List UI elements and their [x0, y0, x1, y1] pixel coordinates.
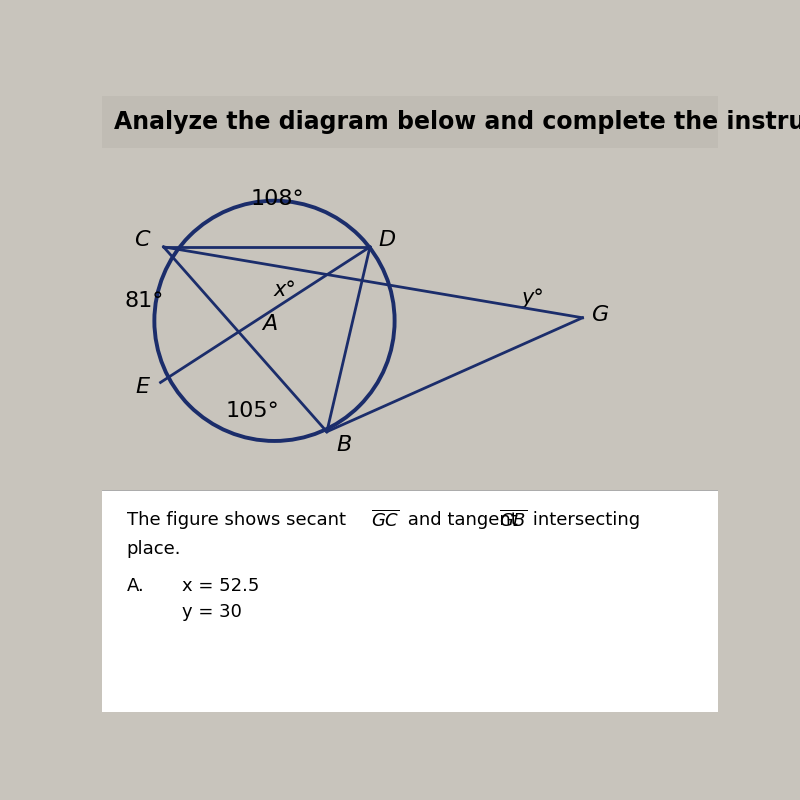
Text: intersecting: intersecting — [527, 511, 640, 529]
Text: 105°: 105° — [226, 402, 280, 422]
Text: y = 30: y = 30 — [182, 603, 242, 622]
Text: E: E — [135, 378, 149, 398]
Text: x°: x° — [274, 280, 296, 300]
Text: C: C — [134, 230, 150, 250]
Text: The figure shows secant: The figure shows secant — [126, 511, 351, 529]
Text: 108°: 108° — [250, 190, 304, 210]
Bar — [102, 96, 718, 148]
Text: Analyze the diagram below and complete the instruc: Analyze the diagram below and complete t… — [114, 110, 800, 134]
Text: and tangent: and tangent — [402, 511, 523, 529]
Text: 81°: 81° — [124, 290, 163, 310]
Text: A.: A. — [126, 577, 144, 594]
Text: place.: place. — [126, 540, 181, 558]
Text: $\overline{GC}$: $\overline{GC}$ — [370, 510, 399, 530]
Text: $\overline{GB}$: $\overline{GB}$ — [499, 510, 528, 530]
Text: y°: y° — [522, 288, 545, 308]
Text: A: A — [262, 314, 278, 334]
Text: x = 52.5: x = 52.5 — [182, 577, 259, 594]
Text: B: B — [337, 435, 352, 455]
Text: G: G — [592, 305, 610, 325]
Bar — [102, 490, 718, 712]
Text: D: D — [378, 230, 396, 250]
